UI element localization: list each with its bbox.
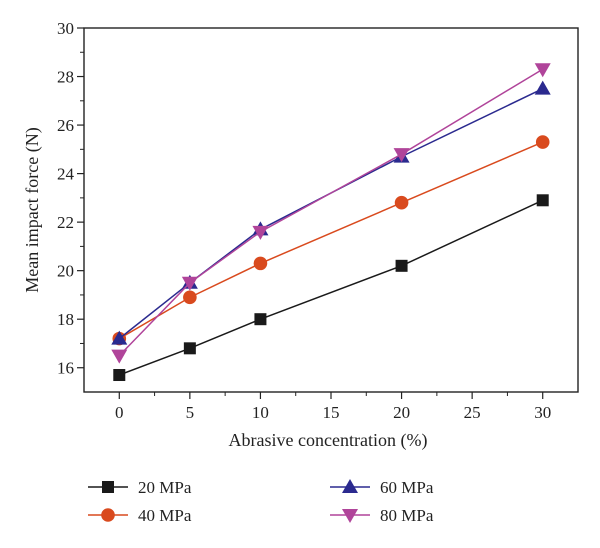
plot-series [111, 63, 551, 382]
y-tick-label: 28 [57, 68, 74, 87]
series-0 [113, 194, 549, 382]
legend-marker [101, 508, 115, 522]
data-point [113, 369, 126, 382]
x-tick-label: 5 [186, 403, 195, 422]
x-tick-label: 25 [464, 403, 481, 422]
y-tick-label: 24 [57, 165, 75, 184]
y-tick-label: 18 [57, 310, 74, 329]
data-point [111, 330, 128, 345]
x-tick-label: 30 [534, 403, 551, 422]
data-point [535, 135, 550, 149]
axes: 0 5 10 15 20 25 30 16 18 20 22 24 26 28 30 [57, 19, 579, 422]
legend-item: 60 MPa [330, 478, 434, 497]
data-point [394, 195, 409, 210]
series-line [118, 68, 544, 357]
y-tick-label: 20 [57, 262, 74, 281]
data-point [536, 194, 549, 207]
legend-marker [342, 479, 358, 493]
legend-label: 20 MPa [138, 478, 192, 497]
legend-item: 80 MPa [330, 506, 434, 525]
data-point [253, 256, 268, 271]
data-point [252, 225, 269, 240]
series-3 [111, 63, 551, 364]
data-point [183, 342, 196, 355]
legend-label: 40 MPa [138, 506, 192, 525]
y-tick-label: 22 [57, 213, 74, 232]
data-point [395, 259, 408, 272]
data-point [534, 63, 551, 78]
plot-frame [83, 27, 579, 393]
y-tick-label: 30 [57, 19, 74, 38]
legend-item: 20 MPa [88, 478, 192, 497]
legend-item: 40 MPa [88, 506, 192, 525]
y-tick-label: 26 [57, 116, 74, 135]
legend-label: 60 MPa [380, 478, 434, 497]
legend-label: 80 MPa [380, 506, 434, 525]
legend: 20 MPa 40 MPa 60 MPa 80 MPa [88, 478, 434, 525]
data-point [254, 313, 267, 326]
x-tick-label: 10 [252, 403, 269, 422]
data-point [111, 349, 128, 364]
legend-marker [342, 509, 358, 523]
x-tick-label: 0 [115, 403, 124, 422]
x-tick-label: 15 [323, 403, 340, 422]
series-line [118, 141, 544, 340]
y-axis-title: Mean impact force (N) [22, 127, 43, 292]
x-axis-title: Abrasive concentration (%) [229, 430, 428, 451]
data-point [183, 290, 197, 305]
data-point [181, 276, 198, 291]
data-point [534, 80, 551, 95]
data-point [393, 148, 410, 163]
x-tick-label: 20 [393, 403, 410, 422]
series-1 [112, 135, 550, 346]
legend-marker [102, 481, 114, 493]
y-tick-label: 16 [57, 359, 74, 378]
